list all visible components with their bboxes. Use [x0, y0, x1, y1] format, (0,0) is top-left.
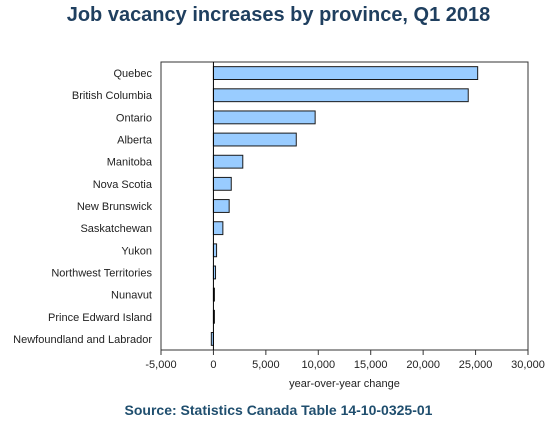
bar-ontario	[212, 110, 316, 125]
bar-new-brunswick	[212, 199, 230, 213]
category-label: Newfoundland and Labrador	[13, 334, 152, 346]
category-label: Nova Scotia	[93, 179, 153, 191]
bar-manitoba	[212, 154, 244, 169]
x-tick-label: 25,000	[459, 359, 493, 371]
x-tick-label: -5,000	[145, 359, 176, 371]
bar-saskatchewan	[212, 221, 224, 236]
category-label: Alberta	[117, 135, 153, 147]
bar-alberta	[212, 132, 297, 147]
x-tick-label: 10,000	[301, 359, 335, 371]
category-label: Prince Edward Island	[48, 312, 152, 324]
category-label: Quebec	[113, 68, 152, 80]
category-label: Saskatchewan	[80, 223, 152, 235]
plot-area	[160, 61, 529, 351]
category-label: Yukon	[121, 245, 152, 257]
category-label: New Brunswick	[77, 201, 153, 213]
x-tick-label: 15,000	[354, 359, 388, 371]
category-label: Northwest Territories	[51, 267, 152, 279]
chart-title: Job vacancy increases by province, Q1 20…	[66, 4, 491, 26]
category-label: British Columbia	[72, 90, 153, 102]
x-tick-label: 20,000	[406, 359, 440, 371]
x-axis-title: year-over-year change	[289, 378, 400, 390]
x-tick-label: 5,000	[252, 359, 280, 371]
category-label: Ontario	[116, 112, 152, 124]
x-tick-label: 0	[210, 359, 216, 371]
bar-british-columbia	[212, 88, 469, 103]
bar-nova-scotia	[212, 176, 232, 191]
x-tick-label: 30,000	[511, 359, 545, 371]
category-label: Manitoba	[107, 157, 153, 169]
source-note: Source: Statistics Canada Table 14-10-03…	[124, 402, 433, 418]
category-label: Nunavut	[111, 290, 152, 302]
bar-quebec	[212, 66, 479, 81]
